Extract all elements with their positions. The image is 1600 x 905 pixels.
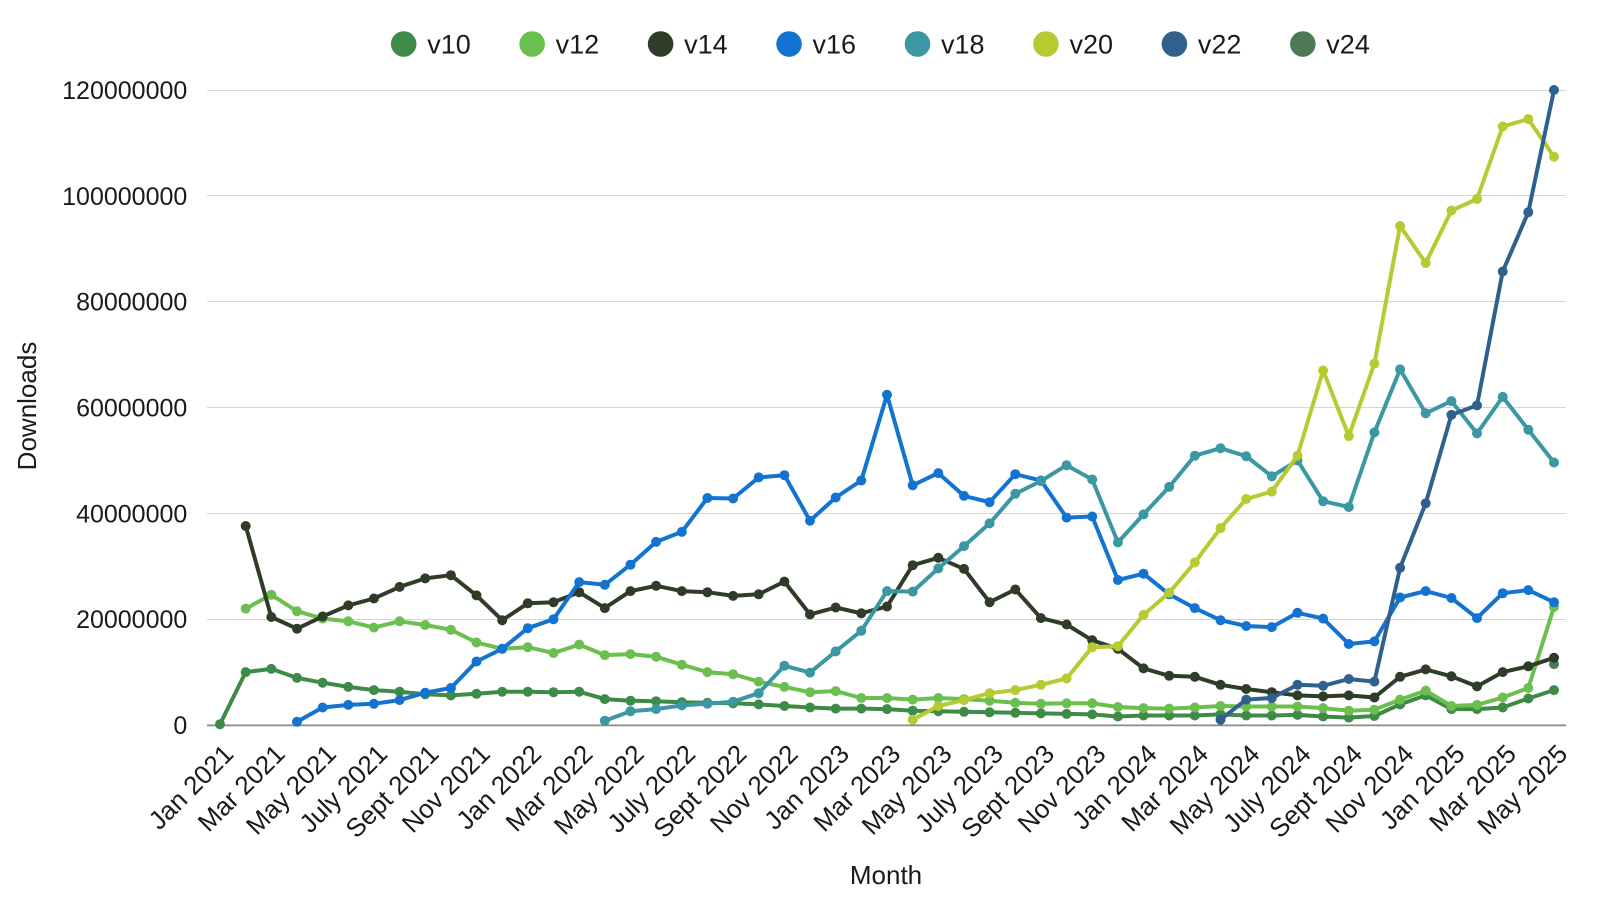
svg-text:Downloads: Downloads [12, 342, 42, 471]
svg-text:Month: Month [850, 860, 922, 890]
svg-text:v22: v22 [1198, 30, 1242, 60]
svg-text:0: 0 [173, 712, 187, 740]
svg-text:v10: v10 [427, 30, 471, 60]
svg-text:100000000: 100000000 [62, 183, 187, 211]
svg-text:v14: v14 [684, 30, 728, 60]
svg-text:20000000: 20000000 [76, 606, 187, 634]
svg-text:80000000: 80000000 [76, 289, 187, 317]
svg-text:v18: v18 [941, 30, 985, 60]
svg-text:v24: v24 [1326, 30, 1370, 60]
svg-text:v12: v12 [556, 30, 600, 60]
svg-text:120000000: 120000000 [62, 77, 187, 105]
svg-text:40000000: 40000000 [76, 500, 187, 528]
svg-text:v16: v16 [813, 30, 857, 60]
svg-text:60000000: 60000000 [76, 395, 187, 423]
svg-text:v20: v20 [1070, 30, 1114, 60]
